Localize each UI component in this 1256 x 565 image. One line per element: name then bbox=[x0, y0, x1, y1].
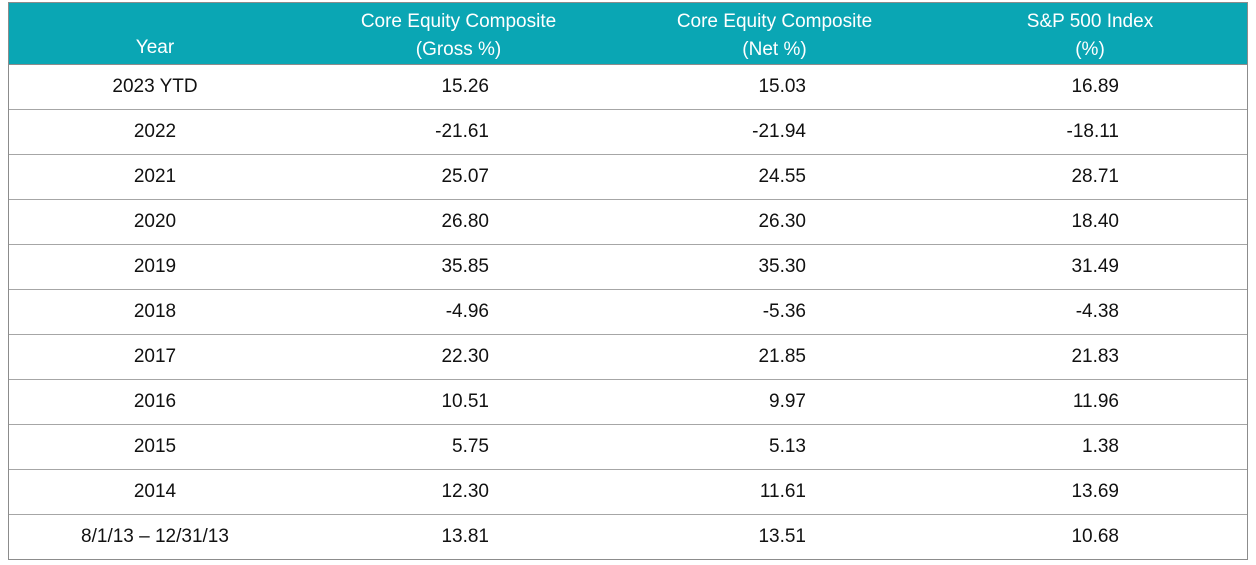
header-sp500: S&P 500 Index (%) bbox=[933, 3, 1247, 64]
header-sp500-line-2: (%) bbox=[1075, 38, 1105, 60]
header-net-line-2: (Net %) bbox=[742, 38, 807, 60]
year-cell: 2015 bbox=[133, 435, 177, 457]
returns-table-grid: Year Core Equity Composite (Gross %) Cor… bbox=[9, 3, 1247, 559]
gross-return-cell: 35.85 bbox=[441, 255, 489, 277]
gross-return-cell: 15.26 bbox=[441, 75, 489, 97]
gross-return-cell: 22.30 bbox=[441, 345, 489, 367]
table-row: 2015 5.75 5.13 1.38 bbox=[9, 424, 1247, 469]
table-header: Year Core Equity Composite (Gross %) Cor… bbox=[9, 3, 1247, 64]
header-net-line-1: Core Equity Composite bbox=[676, 10, 873, 32]
table-row: 2019 35.85 35.30 31.49 bbox=[9, 244, 1247, 289]
sp500-return-cell: 1.38 bbox=[1082, 435, 1119, 457]
net-return-cell: 5.13 bbox=[769, 435, 806, 457]
net-return-cell: 21.85 bbox=[758, 345, 806, 367]
table-body: 2023 YTD 15.26 15.03 16.89 2022 -21.61 -21.94 -… bbox=[9, 64, 1247, 559]
net-return-cell: 9.97 bbox=[769, 390, 806, 412]
net-return-cell: 24.55 bbox=[758, 165, 806, 187]
table-row: 2017 22.30 21.85 21.83 bbox=[9, 334, 1247, 379]
gross-return-cell: 12.30 bbox=[441, 480, 489, 502]
year-cell: 2023 YTD bbox=[112, 75, 198, 97]
net-return-cell: 15.03 bbox=[758, 75, 806, 97]
header-year-label: Year bbox=[135, 36, 175, 58]
sp500-return-cell: 16.89 bbox=[1071, 75, 1119, 97]
year-cell: 2021 bbox=[133, 165, 177, 187]
table-row: 2014 12.30 11.61 13.69 bbox=[9, 469, 1247, 514]
sp500-return-cell: 31.49 bbox=[1071, 255, 1119, 277]
header-gross-line-1: Core Equity Composite bbox=[360, 10, 557, 32]
table-row: 2023 YTD 15.26 15.03 16.89 bbox=[9, 64, 1247, 109]
year-cell: 2022 bbox=[133, 120, 177, 142]
header-sp500-line-1: S&P 500 Index bbox=[1026, 10, 1154, 32]
gross-return-cell: -21.61 bbox=[435, 120, 489, 142]
header-gross: Core Equity Composite (Gross %) bbox=[301, 3, 616, 64]
gross-return-cell: 13.81 bbox=[441, 525, 489, 547]
header-net: Core Equity Composite (Net %) bbox=[616, 3, 933, 64]
year-cell: 2019 bbox=[133, 255, 177, 277]
net-return-cell: 11.61 bbox=[759, 480, 806, 502]
gross-return-cell: 26.80 bbox=[441, 210, 489, 232]
sp500-return-cell: 11.96 bbox=[1072, 390, 1119, 412]
net-return-cell: -5.36 bbox=[762, 300, 806, 322]
sp500-return-cell: -4.38 bbox=[1075, 300, 1119, 322]
year-cell: 2018 bbox=[133, 300, 177, 322]
net-return-cell: -21.94 bbox=[752, 120, 806, 142]
header-row: Year Core Equity Composite (Gross %) Cor… bbox=[9, 3, 1247, 64]
table-row: 2018 -4.96 -5.36 -4.38 bbox=[9, 289, 1247, 334]
sp500-return-cell: 13.69 bbox=[1071, 480, 1119, 502]
net-return-cell: 13.51 bbox=[758, 525, 806, 547]
returns-table: Year Core Equity Composite (Gross %) Cor… bbox=[8, 2, 1248, 560]
header-gross-line-2: (Gross %) bbox=[415, 38, 502, 60]
net-return-cell: 35.30 bbox=[758, 255, 806, 277]
sp500-return-cell: -18.11 bbox=[1066, 120, 1119, 142]
gross-return-cell: 25.07 bbox=[441, 165, 489, 187]
table-row: 2020 26.80 26.30 18.40 bbox=[9, 199, 1247, 244]
gross-return-cell: -4.96 bbox=[445, 300, 489, 322]
table-row: 8/1/13 – 12/31/13 13.81 13.51 10.68 bbox=[9, 514, 1247, 559]
gross-return-cell: 5.75 bbox=[452, 435, 489, 457]
table-row: 2016 10.51 9.97 11.96 bbox=[9, 379, 1247, 424]
sp500-return-cell: 18.40 bbox=[1071, 210, 1119, 232]
year-cell: 2017 bbox=[133, 345, 177, 367]
year-cell: 2014 bbox=[133, 480, 177, 502]
gross-return-cell: 10.51 bbox=[441, 390, 489, 412]
year-cell: 2020 bbox=[133, 210, 177, 232]
year-cell: 2016 bbox=[133, 390, 177, 412]
table-row: 2022 -21.61 -21.94 -18.11 bbox=[9, 109, 1247, 154]
header-year: Year bbox=[9, 3, 301, 64]
net-return-cell: 26.30 bbox=[758, 210, 806, 232]
table-row: 2021 25.07 24.55 28.71 bbox=[9, 154, 1247, 199]
sp500-return-cell: 28.71 bbox=[1071, 165, 1119, 187]
sp500-return-cell: 10.68 bbox=[1071, 525, 1119, 547]
sp500-return-cell: 21.83 bbox=[1071, 345, 1119, 367]
year-cell: 8/1/13 – 12/31/13 bbox=[81, 525, 229, 547]
